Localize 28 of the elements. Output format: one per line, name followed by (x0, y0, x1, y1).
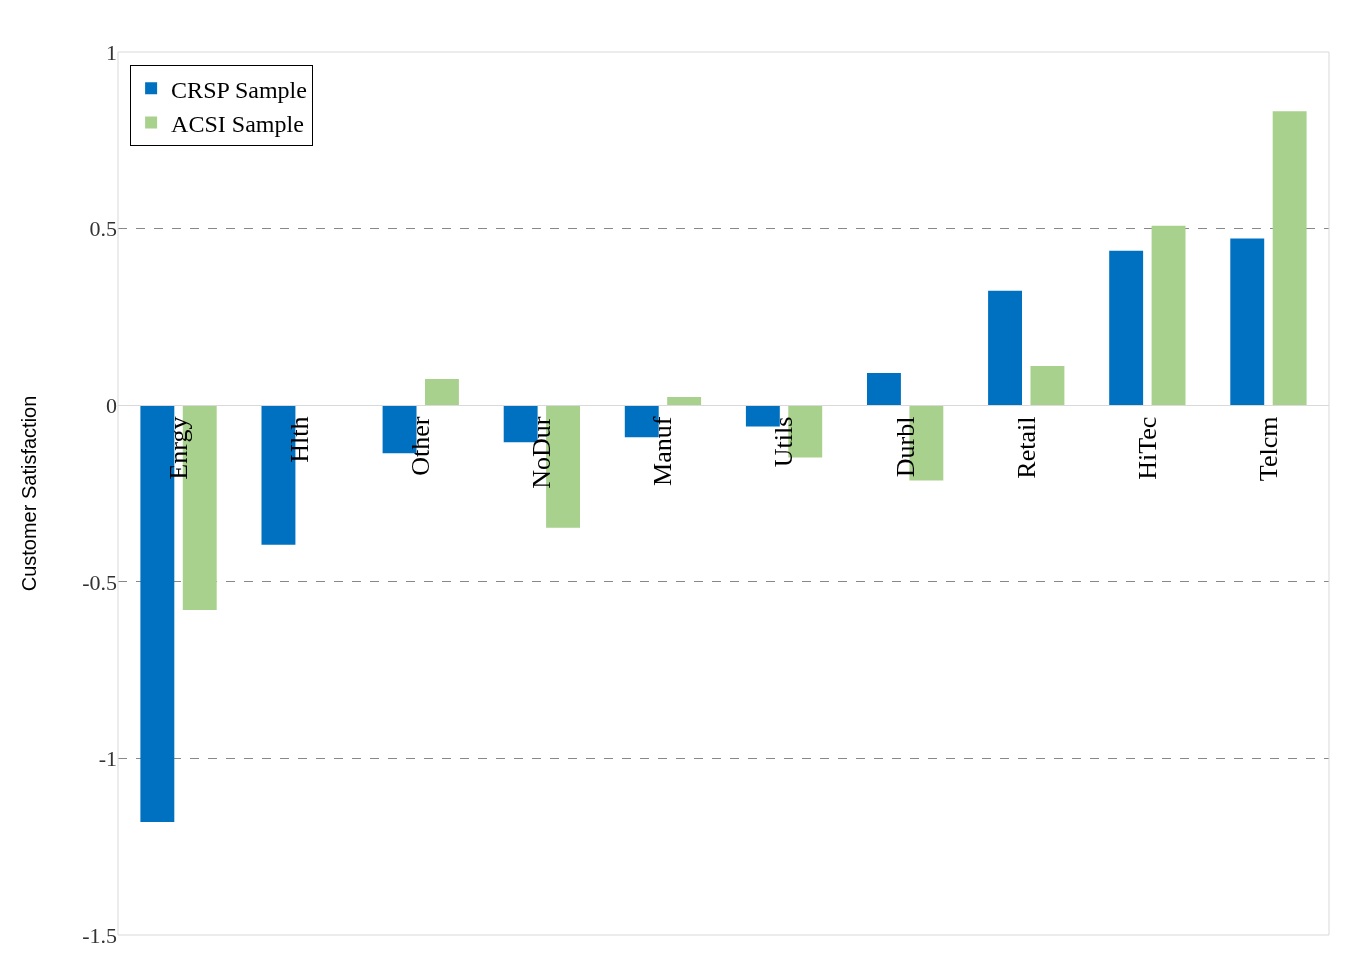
y-tick-label: -1 (98, 746, 117, 772)
y-tick-label: 0.5 (89, 216, 117, 242)
x-tick-label: HiTec (1132, 416, 1162, 480)
x-tick-label: NoDur (527, 416, 557, 489)
bar (424, 379, 459, 406)
y-tick-label: 0 (106, 392, 117, 418)
y-tick-label: -0.5 (82, 569, 117, 595)
x-tick-label: Retail (1011, 416, 1041, 479)
y-axis-title: Customer Satisfaction (17, 395, 40, 592)
bar (1230, 238, 1265, 406)
x-tick-label: Other (406, 416, 436, 476)
bar (1151, 225, 1186, 406)
legend-label: CRSP Sample (171, 76, 307, 103)
x-tick-label: Utils (769, 416, 799, 468)
legend-label: ACSI Sample (171, 110, 304, 137)
bar (867, 373, 901, 406)
bar (1030, 365, 1065, 406)
y-tick-label: -1.5 (82, 922, 117, 948)
x-tick-label: Enrgy (164, 416, 193, 480)
x-tick-label: Manuf (648, 416, 678, 486)
x-tick-label: Telcm (1253, 416, 1283, 482)
x-tick-label: Hlth (285, 416, 315, 463)
bar (1109, 250, 1144, 406)
x-tick-label: Durbl (890, 416, 920, 478)
y-tick-label: 1 (106, 39, 117, 65)
bar (1272, 111, 1307, 406)
bar (988, 290, 1023, 406)
bar (667, 397, 702, 406)
